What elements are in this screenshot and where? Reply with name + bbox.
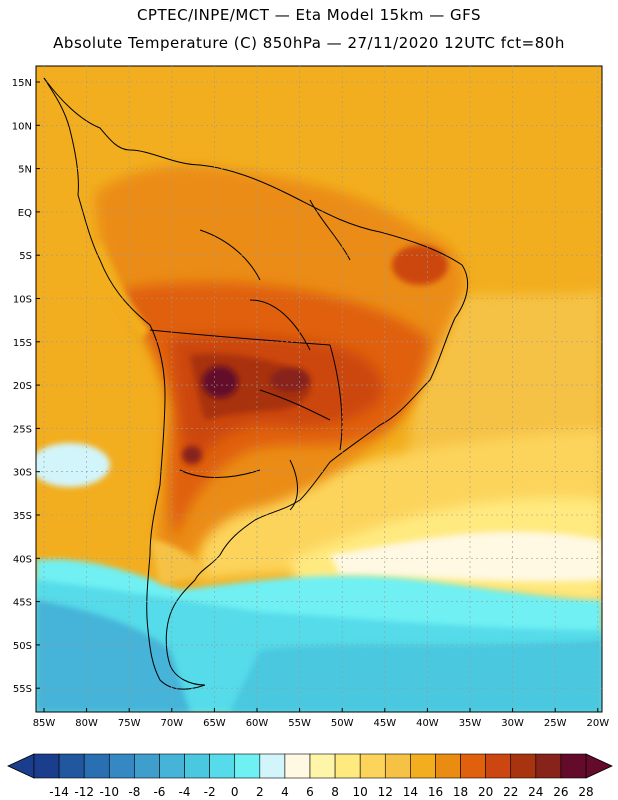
- longitude-label: 80W: [75, 718, 98, 729]
- colorbar-label: 2: [256, 785, 264, 799]
- colorbar-label: -14: [49, 785, 69, 799]
- colorbar-label: -2: [204, 785, 216, 799]
- field-cold-se: [230, 640, 602, 712]
- longitude-label: 35W: [459, 718, 482, 729]
- longitude-label: 30W: [501, 718, 524, 729]
- colorbar-label: 6: [306, 785, 314, 799]
- longitude-label: 40W: [416, 718, 439, 729]
- field-patagonia: [150, 540, 210, 585]
- colorbar-bin: [284, 753, 311, 779]
- colorbar-label: 18: [453, 785, 468, 799]
- longitude-label: 50W: [331, 718, 354, 729]
- colorbar-bin: [535, 753, 562, 779]
- colorbar-label: 12: [378, 785, 393, 799]
- longitude-label: 20W: [586, 718, 609, 729]
- map-title-line-1: CPTEC/INPE/MCT — Eta Model 15km — GFS: [136, 6, 482, 24]
- field-cold-pocket: [36, 443, 110, 487]
- colorbar-label: -10: [99, 785, 119, 799]
- colorbar-bin: [560, 753, 587, 779]
- latitude-label: 50S: [13, 641, 32, 652]
- latitude-label: 15N: [12, 78, 32, 89]
- colorbar-bin: [209, 753, 236, 779]
- coastline: [43, 77, 469, 690]
- latitude-label: 40S: [13, 554, 32, 565]
- colorbar-bin: [334, 753, 361, 779]
- colorbar-bin: [510, 753, 537, 779]
- colorbar-label: -12: [74, 785, 94, 799]
- colorbar: -14 -12 -10 -8 -6 -4 -2 0 2 4 6 8 10 12 14 16 18 20 22 24 26…: [7, 753, 613, 799]
- colorbar-bin: [460, 753, 486, 779]
- latitude-label: 20S: [13, 381, 32, 392]
- latitude-label: 5S: [19, 251, 32, 262]
- colorbar-label: 28: [578, 785, 593, 799]
- colorbar-max-arrow: [585, 753, 613, 779]
- colorbar-bin: [108, 753, 135, 779]
- field-hot-core-2: [270, 368, 310, 392]
- field-ne-hot: [392, 245, 448, 285]
- field-hot-core-3: [182, 446, 202, 464]
- latitude-label: EQ: [18, 208, 32, 219]
- longitude-label: 55W: [288, 718, 311, 729]
- latitude-labels: 15N 10N 5N EQ 5S 10S 15S 20S 25S 30S 35S 40S 45S 50S 5…: [12, 78, 40, 695]
- colorbar-bin: [184, 753, 210, 779]
- field-hot-core-1: [202, 366, 238, 398]
- colorbar-label: 8: [331, 785, 339, 799]
- colorbar-label: -4: [179, 785, 191, 799]
- colorbar-bin: [259, 753, 286, 779]
- latitude-label: 55S: [13, 684, 32, 695]
- colorbar-label: 26: [553, 785, 568, 799]
- latitude-label: 5N: [18, 165, 32, 176]
- longitude-label: 85W: [33, 718, 56, 729]
- colorbar-label: 16: [428, 785, 443, 799]
- longitude-label: 25W: [544, 718, 567, 729]
- map-title-line-2: Absolute Temperature (C) 850hPa — 27/11/…: [53, 34, 565, 52]
- colorbar-min-arrow: [7, 753, 35, 779]
- map-frame: [35, 65, 603, 713]
- field-cream-band: [330, 531, 602, 582]
- colorbar-label: 4: [281, 785, 289, 799]
- longitude-label: 45W: [373, 718, 396, 729]
- colorbar-label: 10: [353, 785, 368, 799]
- colorbar-bin: [410, 753, 436, 779]
- field-coldest-sw: [36, 600, 190, 712]
- colorbar-bin: [83, 753, 110, 779]
- colorbar-label: -6: [153, 785, 165, 799]
- longitude-label: 75W: [118, 718, 141, 729]
- latitude-label: 10S: [13, 295, 32, 306]
- graticule: [36, 66, 602, 712]
- latitude-label: 30S: [13, 468, 32, 479]
- colorbar-label: -8: [128, 785, 140, 799]
- colorbar-bin: [234, 753, 261, 779]
- field-andes-cool: [90, 240, 150, 340]
- colorbar-bin: [33, 753, 60, 779]
- latitude-label: 15S: [13, 338, 32, 349]
- colorbar-bin: [359, 753, 386, 779]
- latitude-label: 25S: [13, 424, 32, 435]
- colorbar-label: 20: [478, 785, 493, 799]
- colorbar-bin: [384, 753, 411, 779]
- longitude-label: 65W: [203, 718, 226, 729]
- colorbar-bin: [309, 753, 336, 779]
- latitude-label: 10N: [12, 121, 32, 132]
- colorbar-label: 22: [503, 785, 518, 799]
- colorbar-bin: [159, 753, 185, 779]
- longitude-label: 70W: [160, 718, 183, 729]
- latitude-label: 45S: [13, 598, 32, 609]
- colorbar-bin: [134, 753, 160, 779]
- longitude-labels: 85W 80W 75W 70W 65W 60W 55W 50W 45W 40W 35W 30W 25W 2…: [33, 708, 609, 729]
- colorbar-bin: [58, 753, 85, 779]
- colorbar-label: 0: [231, 785, 239, 799]
- longitude-label: 60W: [246, 718, 269, 729]
- colorbar-bin: [435, 753, 461, 779]
- temperature-field: [36, 66, 602, 712]
- colorbar-label: 14: [403, 785, 418, 799]
- colorbar-label: 24: [528, 785, 543, 799]
- latitude-label: 35S: [13, 511, 32, 522]
- colorbar-bin: [485, 753, 512, 779]
